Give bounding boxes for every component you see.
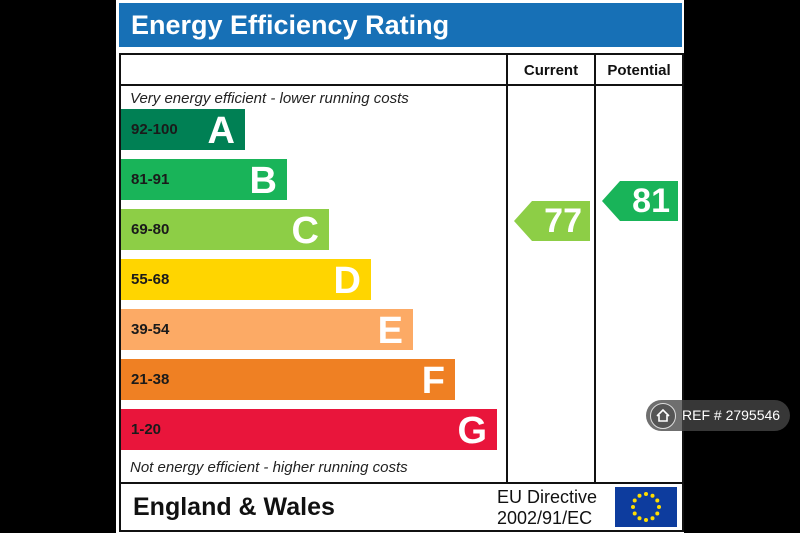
reference-number: REF # 2795546: [682, 407, 781, 423]
header-divider: [121, 84, 682, 86]
current-arrow-shape: [514, 201, 590, 241]
band-range: 39-54: [131, 321, 170, 338]
directive-line-1: EU Directive: [497, 487, 598, 507]
band-letter: C: [291, 210, 319, 252]
band-a: 92-100 A: [121, 109, 245, 152]
band-d: 55-68 D: [121, 259, 371, 302]
title-bar: Energy Efficiency Rating: [119, 3, 682, 47]
band-f: 21-38 F: [121, 359, 455, 402]
rating-table: Current Potential Very energy efficient …: [119, 53, 684, 484]
band-c: 69-80 C: [121, 209, 329, 252]
band-range: 69-80: [131, 221, 170, 238]
band-letter: B: [249, 160, 277, 202]
caption-bottom: Not energy efficient - higher running co…: [130, 459, 408, 476]
chart-title: Energy Efficiency Rating: [131, 10, 450, 40]
band-letter: E: [377, 310, 403, 352]
region-label: England & Wales: [133, 493, 335, 521]
eu-directive: EU Directive 2002/91/EC: [497, 487, 597, 529]
band-letter: A: [207, 110, 235, 152]
potential-rating-value: 81: [632, 182, 670, 220]
directive-line-2: 2002/91/EC: [497, 508, 593, 528]
potential-rating-arrow: 81: [602, 181, 678, 221]
home-icon: [650, 403, 676, 429]
band-g: 1-20 G: [121, 409, 497, 452]
reference-badge[interactable]: REF # 2795546: [646, 400, 790, 431]
band-letter: G: [457, 410, 487, 452]
band-e: 39-54 E: [121, 309, 413, 352]
potential-arrow-shape: [602, 181, 678, 221]
epc-card: Energy Efficiency Rating Current Potenti…: [116, 0, 684, 533]
column-header-current: Current: [523, 62, 579, 79]
current-rating-arrow: 77: [514, 201, 590, 241]
band-range: 92-100: [131, 121, 178, 138]
column-header-potential: Potential: [607, 62, 671, 79]
band-b: 81-91 B: [121, 159, 287, 202]
band-letter: F: [421, 360, 445, 402]
band-letter: D: [333, 260, 361, 302]
band-range: 1-20: [131, 421, 162, 438]
band-range: 81-91: [131, 171, 170, 188]
eu-flag-icon: [615, 487, 677, 527]
band-range: 21-38: [131, 371, 170, 388]
divider-potential: [594, 55, 596, 482]
band-range: 55-68: [131, 271, 170, 288]
caption-top: Very energy efficient - lower running co…: [130, 90, 409, 107]
footer: England & Wales EU Directive 2002/91/EC: [119, 482, 684, 532]
divider-current: [506, 55, 508, 482]
current-rating-value: 77: [544, 202, 582, 240]
